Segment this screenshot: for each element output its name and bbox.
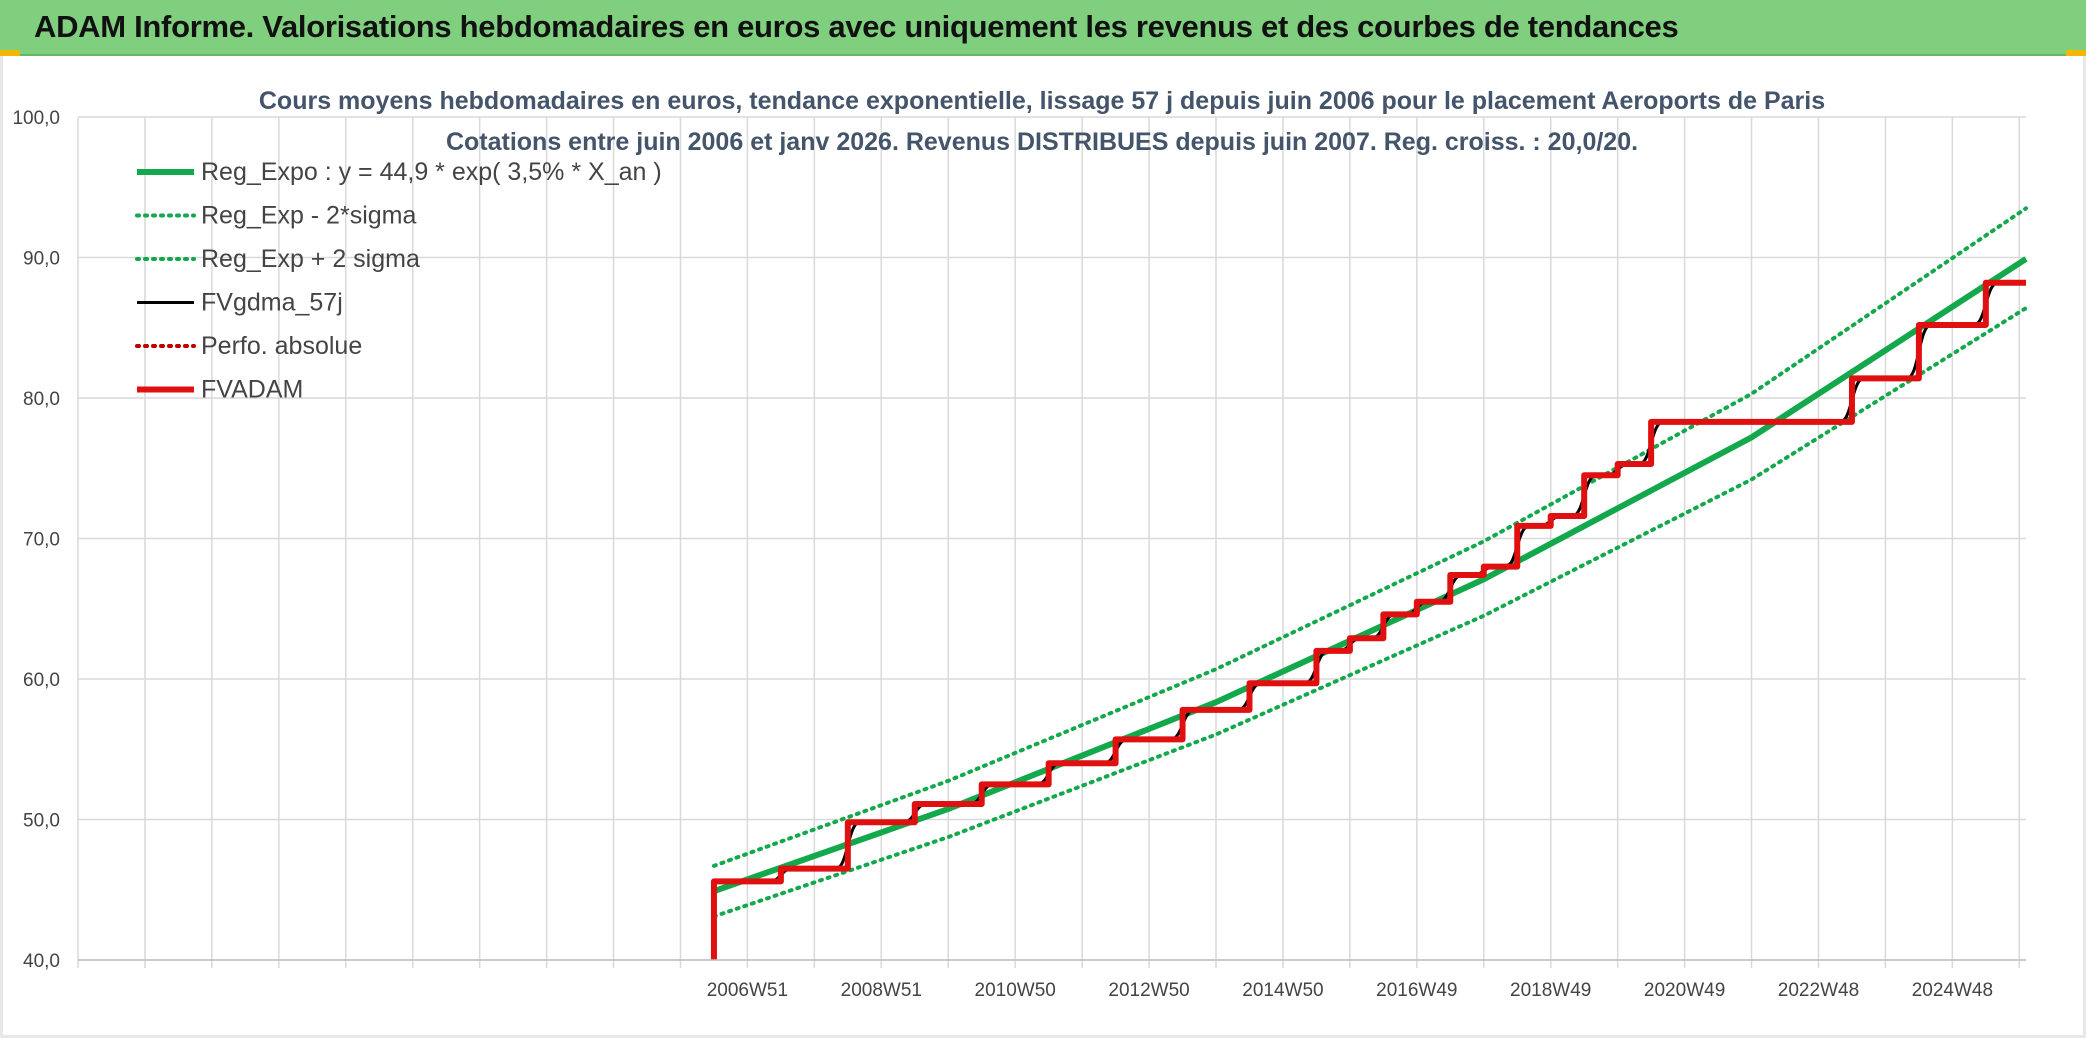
y-tick-label: 60,0 [23, 670, 60, 691]
chart-title: Cours moyens hebdomadaires en euros, ten… [259, 87, 1825, 115]
x-tick-label: 2006W51 [707, 980, 788, 1001]
series-line-reg-exp-2-sigma [711, 306, 2028, 919]
series-line-fvadam [710, 279, 2026, 960]
series-layer [710, 206, 2028, 960]
series-line-reg-exp-2-sigma [711, 206, 2028, 868]
x-tick-label: 2024W48 [1912, 980, 1993, 1001]
legend-label: Reg_Expo : y = 44,9 * exp( 3,5% * X_an ) [201, 158, 662, 186]
header-corner-left [0, 50, 20, 56]
y-tick-label: 50,0 [23, 811, 60, 832]
y-tick-label: 40,0 [23, 951, 60, 972]
chart-subtitle: Cotations entre juin 2006 et janv 2026. … [446, 128, 1638, 156]
chart-canvas: 40,0 50,0 60,0 70,0 80,0 90,0 100,0 2006W51 2008… [12, 87, 2028, 1001]
x-tick-label: 2020W49 [1644, 980, 1725, 1001]
y-tick-label: 90,0 [23, 249, 60, 270]
y-tick-label: 80,0 [23, 389, 60, 410]
x-tick-label: 2010W50 [975, 980, 1056, 1001]
x-tick-label: 2012W50 [1108, 980, 1189, 1001]
x-tick-label: 2014W50 [1242, 980, 1323, 1001]
legend-label: Reg_Exp - 2*sigma [201, 202, 416, 230]
header-bar: ADAM Informe. Valorisations hebdomadaire… [0, 0, 2086, 56]
header-corner-right [2066, 50, 2086, 56]
legend: Reg_Expo : y = 44,9 * exp( 3,5% * X_an )… [135, 158, 662, 404]
chart-title-block: Cours moyens hebdomadaires en euros, ten… [259, 87, 1825, 156]
y-tick-label: 70,0 [23, 530, 60, 551]
legend-label: Perfo. absolue [201, 332, 362, 360]
legend-label: Reg_Exp + 2 sigma [201, 245, 420, 273]
legend-label: FVADAM [201, 376, 303, 404]
legend-label: FVgdma_57j [201, 289, 343, 317]
x-tick-label: 2016W49 [1376, 980, 1457, 1001]
axes: 40,0 50,0 60,0 70,0 80,0 90,0 100,0 2006W51 2008… [12, 108, 2026, 1001]
x-tick-label: 2008W51 [841, 980, 922, 1001]
grid [77, 116, 2026, 968]
y-tick-label: 100,0 [12, 108, 60, 129]
x-tick-label: 2018W49 [1510, 980, 1591, 1001]
x-tick-label: 2022W48 [1778, 980, 1859, 1001]
header-title: ADAM Informe. Valorisations hebdomadaire… [34, 9, 1679, 44]
